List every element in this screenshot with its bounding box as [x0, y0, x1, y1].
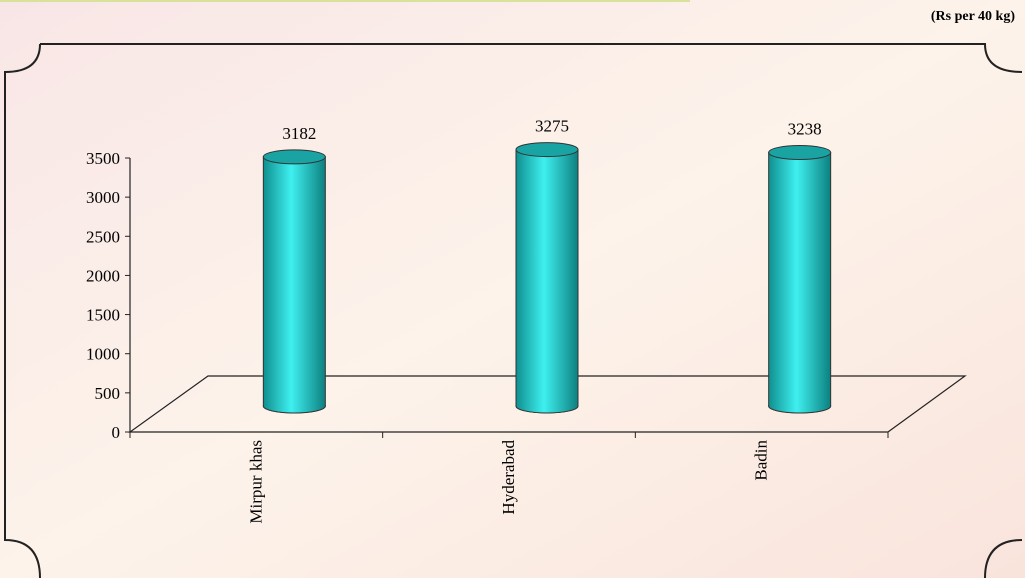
y-tick-label: 1500	[86, 306, 120, 325]
y-tick-label: 3500	[86, 149, 120, 168]
y-tick-label: 0	[112, 423, 121, 442]
frame	[4, 43, 1023, 579]
y-tick-label: 2500	[86, 227, 120, 246]
bar	[768, 152, 832, 414]
x-tick-label: Badin	[752, 440, 771, 481]
cylinder-top	[768, 145, 832, 161]
y-tick-label: 500	[95, 384, 121, 403]
y-tick-label: 2000	[86, 266, 120, 285]
value-label: 3238	[788, 120, 822, 139]
x-tick-label: Hyderabad	[499, 440, 518, 515]
value-label: 3275	[535, 117, 569, 136]
bar	[515, 149, 579, 414]
value-label: 3182	[282, 124, 316, 143]
y-tick-label: 1000	[86, 345, 120, 364]
cylinder-top	[515, 142, 579, 158]
bar	[262, 156, 326, 414]
cylinder-top	[262, 149, 326, 165]
unit-label: (Rs per 40 kg)	[931, 9, 1015, 24]
y-tick-label: 3000	[86, 188, 120, 207]
x-tick-label: Mirpur khas	[246, 440, 265, 524]
